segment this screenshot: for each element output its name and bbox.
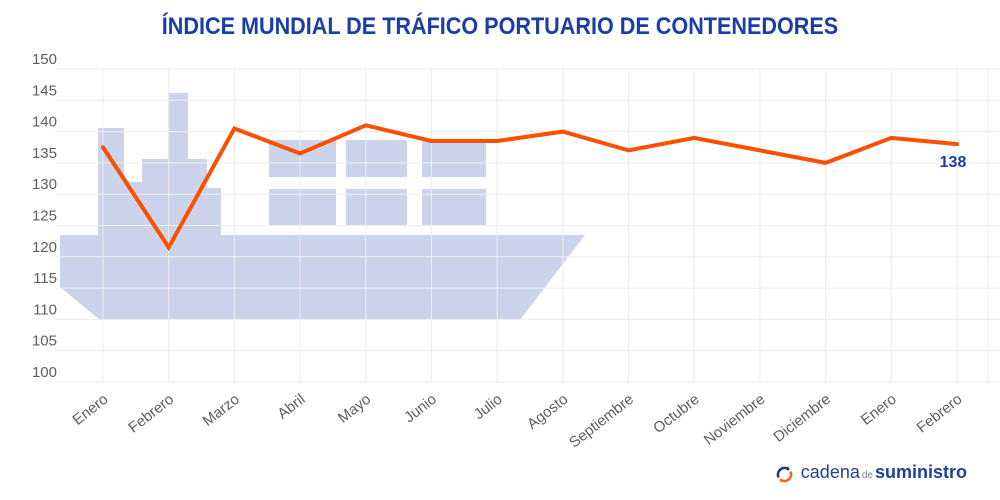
- chart-title: ÍNDICE MUNDIAL DE TRÁFICO PORTUARIO DE C…: [161, 13, 839, 40]
- ship-superstructure-watermark-icon: [207, 188, 221, 236]
- line-chart: 150 145 140 135 130 125 120 115 110 105 100 Enero Fe…: [32, 51, 1000, 452]
- traffic-index-line: [101, 123, 959, 252]
- y-axis-tick-label: 140: [32, 114, 57, 131]
- x-axis-month-label: Enero: [69, 391, 111, 429]
- ship-container-watermark-icon: [346, 140, 407, 177]
- ship-hull-watermark-icon: [60, 235, 585, 320]
- x-axis-month-label: Febrero: [125, 391, 177, 437]
- x-axis-month-label: Febrero: [914, 391, 966, 437]
- x-axis-month-label: Agosto: [524, 391, 571, 433]
- x-axis-month-label: Noviembre: [701, 391, 769, 449]
- y-axis-tick-label: 120: [32, 239, 57, 256]
- brand-word-de: de: [861, 470, 873, 481]
- x-axis-month-label: Diciembre: [770, 391, 834, 446]
- x-axis-month-label: Abril: [274, 391, 308, 423]
- y-axis-tick-label: 105: [32, 333, 57, 350]
- last-value-label: 138: [940, 154, 967, 171]
- x-axis-month-label: Septiembre: [566, 391, 637, 452]
- ship-container-watermark-icon: [422, 189, 486, 225]
- y-axis-tick-label: 130: [32, 176, 57, 193]
- y-axis-tick-label: 125: [32, 208, 57, 225]
- y-axis-tick-label: 100: [32, 364, 57, 381]
- x-axis-month-label: Junio: [401, 391, 440, 426]
- brand-logo: cadena de suministro: [775, 463, 967, 486]
- y-axis-tick-label: 150: [32, 51, 57, 68]
- ship-superstructure-watermark-icon: [124, 182, 142, 236]
- x-axis-month-label: Enero: [858, 391, 900, 429]
- y-axis-tick-label: 135: [32, 145, 57, 162]
- ship-container-watermark-icon: [346, 189, 407, 225]
- ship-container-watermark-icon: [269, 189, 336, 225]
- x-axis-month-label: Mayo: [335, 391, 374, 427]
- brand-word-suministro: suministro: [874, 462, 967, 482]
- brand-word-cadena: cadena: [800, 462, 860, 482]
- sync-arrows-icon: [775, 465, 794, 488]
- y-axis-tick-label: 110: [33, 301, 57, 318]
- ship-superstructure-watermark-icon: [98, 128, 124, 236]
- x-axis-month-label: Octubre: [650, 391, 703, 437]
- ship-superstructure-watermark-icon: [168, 93, 188, 236]
- y-axis-tick-label: 115: [33, 270, 57, 287]
- x-axis-month-label: Julio: [471, 391, 506, 423]
- ship-container-watermark-icon: [422, 140, 486, 177]
- x-axis-month-label: Marzo: [200, 391, 243, 430]
- y-axis-tick-label: 145: [32, 82, 57, 99]
